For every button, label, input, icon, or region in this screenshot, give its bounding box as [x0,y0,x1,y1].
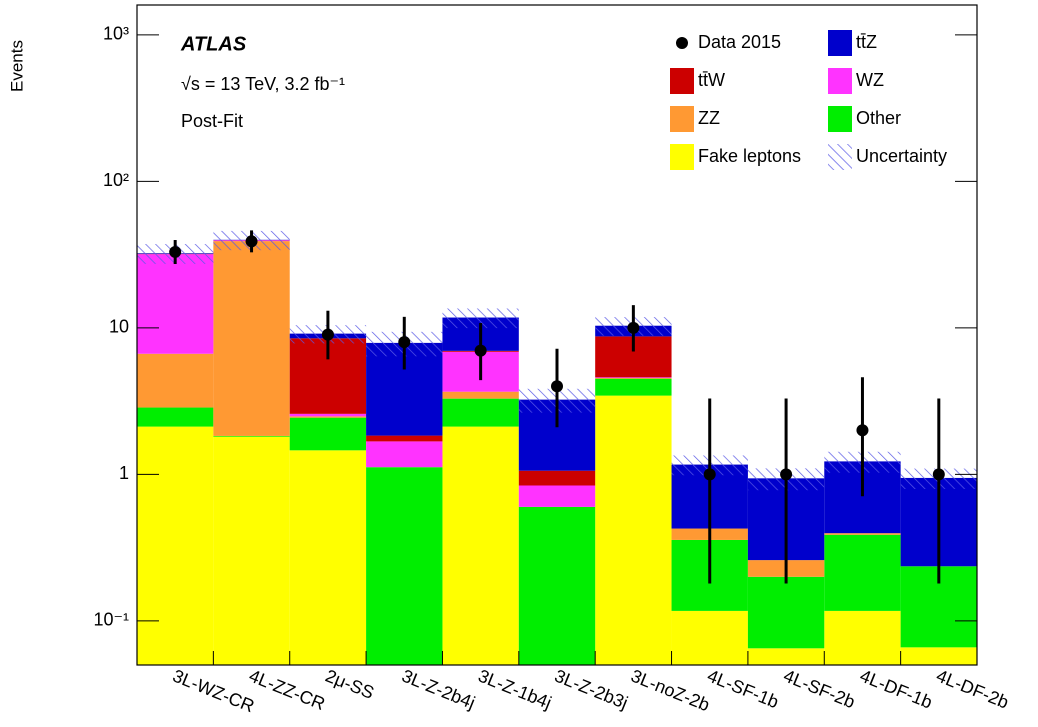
legend-marker [670,68,694,94]
bar-segment [519,507,595,665]
bar-segment [366,436,442,442]
data-point [704,468,716,480]
bar-segment [442,427,518,665]
data-point [627,322,639,334]
fit-label: Post-Fit [181,111,243,131]
legend-marker [670,106,694,132]
x-tick-label: 4L-DF-2b [934,666,1012,713]
bar-segment [137,427,213,665]
bar-segment [595,378,671,379]
bar-segment [442,399,518,427]
legend-marker [828,68,852,94]
bar-segment [824,611,900,665]
bar-segment [595,379,671,396]
x-tick-label: 2μ-SS [323,666,377,703]
legend-label: WZ [856,70,884,90]
bar-segment [137,254,213,354]
data-point [856,424,868,436]
data-point [475,345,487,357]
legend-label: Fake leptons [698,146,801,166]
legend-marker [670,144,694,170]
legend-label: Uncertainty [856,146,947,166]
legend-label: Other [856,108,901,128]
legend-label: Data 2015 [698,32,781,52]
y-tick-label: 10 [109,317,129,337]
data-point [780,468,792,480]
x-tick-label: 3L-Z-2b3j [552,666,631,713]
legend-label: tt̄W [698,70,725,90]
bar-segment [213,437,289,665]
bar-segment [137,408,213,427]
legend-marker [828,30,852,56]
bar-segment [290,450,366,665]
y-tick-label: 10⁻¹ [93,610,129,630]
data-point [246,235,258,247]
data-point [169,246,181,258]
x-tick-label: 4L-ZZ-CR [246,666,328,715]
x-tick-label: 3L-Z-1b4j [475,666,554,713]
bar-segment [137,354,213,408]
y-tick-label: 10² [103,170,129,190]
legend-label: ZZ [698,108,720,128]
bar-segment [672,611,748,665]
bar-segment [442,392,518,399]
x-tick-label: 3L-noZ-2b [628,666,713,716]
legend-marker [676,37,688,49]
bar-segment [519,471,595,486]
bar-segment [824,533,900,535]
x-tick-label: 3L-Z-2b4j [399,666,478,713]
energy-label: √s = 13 TeV, 3.2 fb⁻¹ [181,74,345,94]
data-point [933,468,945,480]
bar-segment [901,647,977,665]
bar-segment [213,241,289,436]
x-tick-label: 4L-DF-1b [857,666,935,713]
bar-segment [748,577,824,649]
bar-segment [366,441,442,467]
x-tick-label: 4L-SF-2b [781,666,858,713]
data-point [322,329,334,341]
legend-marker [828,144,852,170]
legend-marker [828,106,852,132]
bar-segment [595,377,671,378]
data-point [398,336,410,348]
bar-segment [366,467,442,665]
x-tick-label: 4L-SF-1b [704,666,781,713]
bar-segment [290,418,366,451]
bar-segment [290,414,366,417]
data-point [551,380,563,392]
x-tick-label: 3L-WZ-CR [170,666,257,717]
y-axis-label: Events [7,40,26,92]
bar-segment [748,648,824,665]
bar-segment [824,535,900,611]
atlas-label: ATLAS [180,33,247,55]
y-tick-label: 1 [119,463,129,483]
bar-segment [213,436,289,437]
bar-segment [519,485,595,506]
legend-label: tt̄Z [856,32,877,52]
plot-area [137,230,977,665]
bar-segment [595,396,671,665]
y-tick-label: 10³ [103,24,129,44]
bar-segment [290,416,366,417]
